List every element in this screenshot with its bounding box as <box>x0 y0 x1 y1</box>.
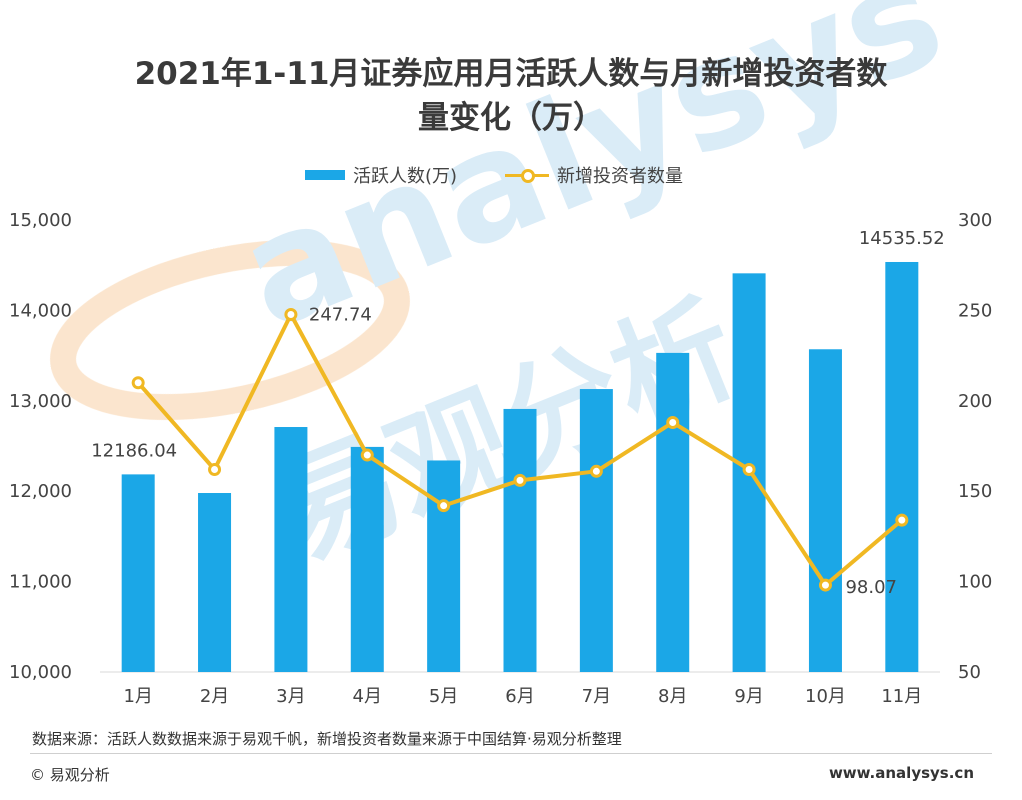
data-label: 12186.04 <box>91 440 177 461</box>
line-point-9 <box>742 463 756 477</box>
bar-10 <box>808 349 842 672</box>
line-point-10 <box>818 578 832 592</box>
x-tick-label: 6月 <box>505 686 534 707</box>
source-note: 数据来源：活跃人数数据来源于易观千帆，新增投资者数量来源于中国结算·易观分析整理 <box>32 730 622 748</box>
x-tick-label: 5月 <box>429 686 458 707</box>
line-point-6 <box>513 473 527 487</box>
chart-title-line-1: 2021年1-11月证券应用月活跃人数与月新增投资者数 <box>134 56 888 92</box>
y-right-tick-label: 150 <box>958 481 992 502</box>
line-point-11 <box>895 513 909 527</box>
data-label: 98.07 <box>845 577 897 598</box>
bar-7 <box>579 389 613 672</box>
line-point-2 <box>208 463 222 477</box>
line-point-5 <box>437 499 451 513</box>
legend-line-label: 新增投资者数量 <box>557 166 683 187</box>
chart-title: 2021年1-11月证券应用月活跃人数与月新增投资者数 量变化（万） <box>0 52 1022 140</box>
line-point-4 <box>360 448 374 462</box>
x-tick-label: 7月 <box>582 686 611 707</box>
footer-copyright: © 易观分析 <box>30 766 110 784</box>
y-left-tick-label: 12,000 <box>9 481 72 502</box>
footer-divider <box>30 753 992 754</box>
x-tick-label: 8月 <box>658 686 687 707</box>
line-point-8 <box>666 415 680 429</box>
x-tick-label: 4月 <box>353 686 382 707</box>
y-left-tick-label: 11,000 <box>9 572 72 593</box>
line-point-7 <box>589 464 603 478</box>
bar-2 <box>198 493 232 672</box>
y-left-tick-label: 10,000 <box>9 662 72 683</box>
bar-11 <box>885 261 919 672</box>
y-left-tick-label: 14,000 <box>9 300 72 321</box>
legend-item-bar: 活跃人数(万) <box>305 160 457 190</box>
data-label: 14535.52 <box>859 228 945 249</box>
x-tick-label: 11月 <box>881 686 922 707</box>
bar-3 <box>274 427 308 672</box>
data-label: 247.74 <box>309 304 372 325</box>
y-left-tick-label: 15,000 <box>9 210 72 231</box>
legend-item-line: 新增投资者数量 <box>505 160 683 190</box>
line-point-1 <box>131 376 145 390</box>
x-tick-label: 3月 <box>276 686 305 707</box>
x-tick-label: 1月 <box>123 686 152 707</box>
footer-url: www.analysys.cn <box>828 764 974 782</box>
line-point-3 <box>284 307 298 321</box>
bar-8 <box>656 352 690 672</box>
y-right-tick-label: 50 <box>958 662 981 683</box>
x-tick-label: 2月 <box>200 686 229 707</box>
watermark-orange-swirl <box>50 239 410 421</box>
bar-6 <box>503 408 537 672</box>
legend: 活跃人数(万) 新增投资者数量 <box>0 160 1022 190</box>
legend-bar-label: 活跃人数(万) <box>353 166 458 187</box>
bar-4 <box>350 446 384 672</box>
y-right-tick-label: 250 <box>958 300 992 321</box>
y-right-tick-label: 100 <box>958 572 992 593</box>
chart-title-line-2: 量变化（万） <box>418 100 604 136</box>
legend-line-swatch <box>505 168 549 183</box>
x-tick-label: 9月 <box>734 686 763 707</box>
x-tick-label: 10月 <box>805 686 846 707</box>
bar-5 <box>427 460 461 672</box>
y-right-tick-label: 200 <box>958 391 992 412</box>
bar-1 <box>121 474 155 672</box>
y-right-tick-label: 300 <box>958 210 992 231</box>
legend-line-marker <box>521 169 535 183</box>
legend-bar-swatch <box>305 170 345 180</box>
y-left-tick-label: 13,000 <box>9 391 72 412</box>
